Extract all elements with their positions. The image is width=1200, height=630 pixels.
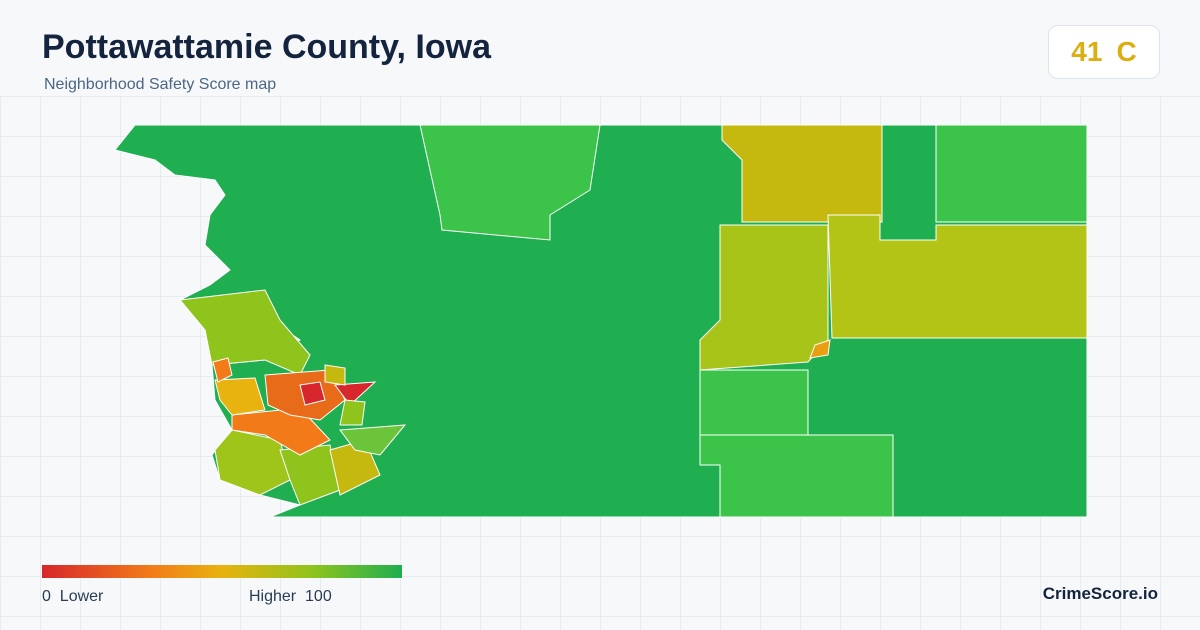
legend-gradient <box>42 565 402 578</box>
tract <box>935 124 1088 223</box>
tract <box>699 224 829 371</box>
tract <box>299 381 326 406</box>
tract <box>212 357 233 383</box>
tract <box>339 399 366 426</box>
brand: CrimeScore.io <box>1042 584 1158 603</box>
tract <box>827 214 1088 339</box>
tract <box>339 424 407 456</box>
legend-min-label: Lower <box>59 588 104 605</box>
tract <box>699 434 894 518</box>
legend-min: 0 Lower <box>42 588 103 606</box>
tract <box>279 444 341 506</box>
legend-max-label: Higher <box>249 588 297 605</box>
legend-max-value: 100 <box>305 588 332 605</box>
tract <box>419 124 601 241</box>
title: Pottawattamie County, Iowa <box>42 28 491 66</box>
legend-max: Higher 100 <box>249 588 332 606</box>
tract <box>214 377 266 416</box>
tract <box>324 364 346 386</box>
score-value: 41 <box>1071 36 1103 67</box>
tract <box>334 381 377 406</box>
subtitle: Neighborhood Safety Score map <box>44 76 277 93</box>
tract <box>809 339 831 359</box>
tract <box>699 369 809 436</box>
score-badge: 41 C <box>1048 25 1160 79</box>
tract <box>721 124 883 223</box>
score-grade: C <box>1116 36 1137 67</box>
legend-min-value: 0 <box>42 588 51 605</box>
